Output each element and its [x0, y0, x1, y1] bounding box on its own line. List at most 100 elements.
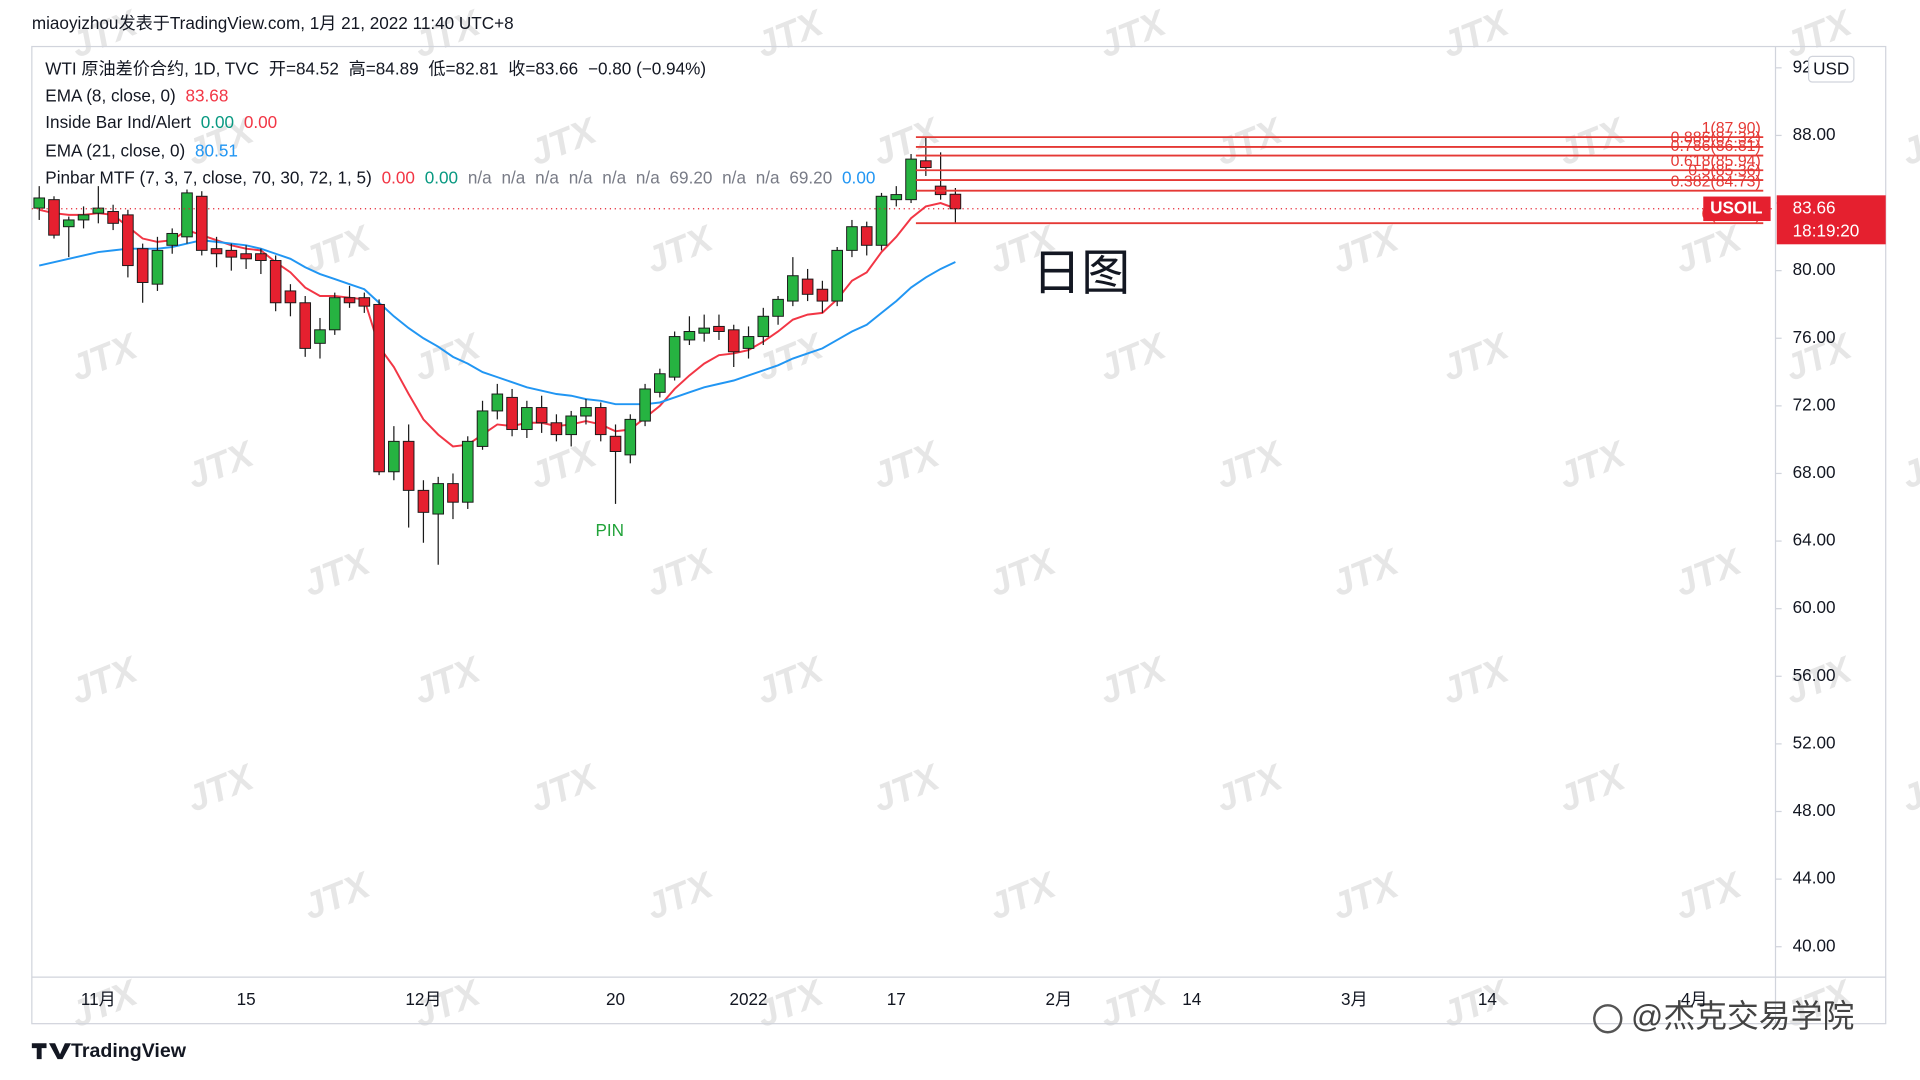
candle-body — [151, 249, 164, 285]
legend-indicator-value: 69.20 — [789, 167, 832, 187]
credit-icon — [1593, 1004, 1623, 1034]
legend-indicator-value: n/a — [756, 167, 780, 187]
y-tick-label: 56.00 — [1793, 665, 1836, 685]
candle-body — [875, 195, 888, 246]
candle-body — [181, 192, 193, 238]
candle-body — [432, 483, 445, 515]
fib-label: 0.886(87.32) — [1671, 130, 1761, 147]
legend-info: 高=84.89 — [349, 58, 419, 78]
currency-badge — [1807, 55, 1855, 83]
y-tick-label: 64.00 — [1793, 530, 1836, 550]
symbol-label: USOIL — [1710, 197, 1762, 217]
candle-body — [654, 373, 666, 393]
legend-indicator-value: 0.00 — [425, 167, 458, 187]
x-tick-label: 12月 — [405, 989, 441, 1009]
candle-body — [639, 388, 651, 422]
candle-body — [358, 297, 371, 307]
last-price-label: 83.66 — [1793, 197, 1836, 217]
legend-series-name: EMA (21, close, 0) — [45, 140, 185, 160]
chart-frame — [31, 45, 1887, 1025]
candle-body — [905, 158, 917, 201]
legend-indicator-name: Inside Bar Ind/Alert — [45, 112, 191, 132]
x-tick-label: 4月 — [1681, 989, 1708, 1009]
x-tick-label: 3月 — [1341, 989, 1368, 1009]
candle-body — [166, 232, 179, 246]
candle-body — [816, 288, 829, 302]
candle-body — [668, 336, 681, 378]
x-tick-label: 17 — [887, 989, 906, 1009]
candle-body — [949, 193, 962, 210]
candle-body — [136, 248, 149, 283]
candle-body — [255, 253, 267, 261]
candle-body — [698, 327, 710, 334]
candle-body — [417, 489, 430, 513]
credit: @杰克交易学院 — [1631, 998, 1854, 1034]
candle-body — [890, 194, 903, 201]
candle-body — [609, 435, 622, 452]
countdown-label: 18:19:20 — [1793, 221, 1860, 241]
candle-body — [461, 440, 474, 503]
candle-body — [521, 407, 533, 431]
candle-body — [122, 214, 134, 267]
attribution: miaoyizhou发表于TradingView.com, 1月 21, 202… — [32, 13, 514, 33]
x-tick-label: 15 — [237, 989, 256, 1009]
candle-body — [713, 325, 725, 332]
y-tick-label: 48.00 — [1793, 800, 1836, 820]
legend-indicator-value: 0.00 — [382, 167, 415, 187]
legend-indicator-value: 0.00 — [244, 112, 277, 132]
x-tick-label: 2022 — [729, 989, 767, 1009]
candle-body — [77, 214, 90, 221]
candle-body — [920, 160, 932, 169]
candle-body — [565, 415, 578, 436]
legend-indicator-value: 69.20 — [670, 167, 713, 187]
y-tick-label: 52.00 — [1793, 732, 1836, 752]
legend-indicator-value: n/a — [636, 167, 660, 187]
candle-body — [240, 253, 252, 260]
logo-icon — [31, 1043, 72, 1060]
x-tick-label: 14 — [1478, 989, 1498, 1009]
legend-series-value: 80.51 — [195, 140, 238, 160]
y-tick-label: 80.00 — [1793, 259, 1836, 279]
candle-body — [801, 278, 814, 295]
candle-body — [787, 275, 799, 302]
legend-indicator-value: n/a — [501, 167, 525, 187]
fib-label: 0.382(84.73) — [1671, 173, 1761, 190]
candle-body — [742, 336, 755, 349]
brand: TradingView — [71, 1040, 187, 1062]
legend-indicator-value: 0.00 — [201, 112, 234, 132]
candle-body — [476, 410, 489, 447]
x-tick-label: 11月 — [81, 989, 116, 1009]
candle-body — [225, 249, 238, 258]
legend-indicator-name: Pinbar MTF (7, 3, 7, close, 70, 30, 72, … — [45, 167, 371, 187]
legend-indicator-value: n/a — [569, 167, 593, 187]
y-tick-label: 72.00 — [1793, 394, 1836, 414]
candle-body — [107, 211, 119, 224]
candle-body — [328, 297, 341, 331]
x-tick-label: 14 — [1182, 989, 1202, 1009]
y-tick-label: 44.00 — [1793, 868, 1836, 888]
candle-body — [92, 207, 105, 214]
candle-body — [269, 260, 282, 304]
candle-body — [62, 219, 75, 228]
symbol-badge — [1703, 196, 1771, 222]
y-tick-label: 60.00 — [1793, 597, 1836, 617]
candle-body — [727, 329, 740, 353]
candle-body — [594, 407, 607, 436]
legend-info: 开=84.52 — [269, 58, 339, 78]
candle-body — [33, 197, 46, 209]
candle-body — [373, 303, 385, 473]
candle-body — [195, 195, 208, 251]
pin-label: PIN — [596, 520, 625, 540]
legend-indicator-value: n/a — [722, 167, 746, 187]
candle-body — [447, 483, 459, 503]
candle-body — [402, 440, 415, 491]
candle-body — [624, 418, 637, 456]
legend-indicator-value: 0.00 — [842, 167, 875, 187]
x-tick-label: 20 — [606, 989, 625, 1009]
candle-body — [48, 199, 60, 236]
candle-body — [535, 407, 548, 424]
legend-series-value: 83.68 — [185, 85, 228, 105]
currency-label: USD — [1813, 58, 1849, 78]
